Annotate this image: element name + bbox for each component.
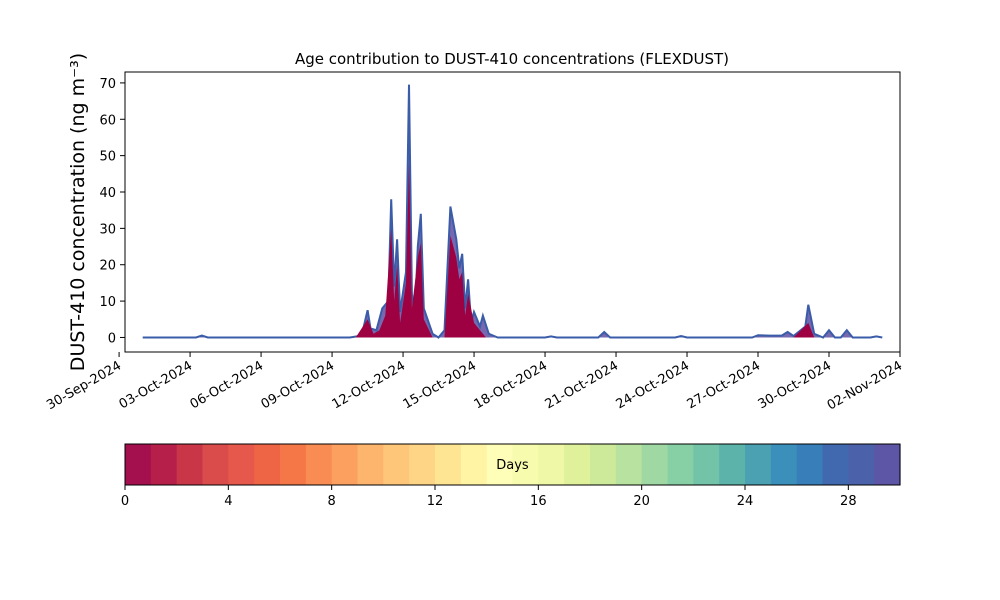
series-line-total: [142, 84, 883, 339]
x-tick-label: 06-Oct-2024: [188, 358, 266, 412]
series-area-age0: [142, 162, 883, 338]
colorbar-tick-label: 28: [840, 494, 857, 509]
colorbar-segment: [125, 444, 152, 485]
colorbar-segment: [538, 444, 565, 485]
x-tick-label: 21-Oct-2024: [543, 358, 621, 412]
x-tick-label: 12-Oct-2024: [330, 358, 408, 412]
colorbar-segment: [848, 444, 875, 485]
colorbar-tick-label: 20: [633, 494, 650, 509]
colorbar-segment: [460, 444, 488, 485]
y-tick-label: 30: [99, 222, 116, 237]
x-tick-label: 03-Oct-2024: [117, 358, 195, 412]
colorbar-segment: [254, 444, 281, 485]
colorbar-segment: [564, 444, 591, 485]
colorbar-segment: [357, 444, 384, 485]
colorbar-segment: [150, 444, 178, 485]
colorbar-tick-label: 24: [737, 494, 754, 509]
y-tick-label: 10: [99, 295, 116, 310]
colorbar-tick-label: 0: [121, 494, 129, 509]
colorbar-segment: [228, 444, 255, 485]
colorbar-segment: [615, 444, 643, 485]
colorbar-segment: [719, 444, 746, 485]
colorbar-segment: [486, 444, 514, 485]
y-tick-label: 40: [99, 186, 116, 201]
colorbar-segment: [667, 444, 694, 485]
colorbar: Days 0 4 8 12 16 20 24 28: [121, 443, 901, 509]
series-area-total: [142, 84, 883, 338]
colorbar-segment: [305, 444, 333, 485]
y-tick-label: 70: [99, 77, 116, 92]
y-tick-label: 0: [108, 331, 116, 346]
y-axis-label: DUST-410 concentration (ng m⁻³): [67, 53, 89, 371]
colorbar-tick-label: 4: [224, 494, 232, 509]
colorbar-frame: [124, 443, 901, 486]
colorbar-tick-label: 16: [530, 494, 547, 509]
x-tick-label: 27-Oct-2024: [685, 358, 763, 412]
colorbar-segment: [435, 444, 462, 485]
plot-area: [124, 71, 901, 353]
x-tick-label: 15-Oct-2024: [401, 358, 479, 412]
x-tick-label: 30-Oct-2024: [756, 358, 834, 412]
colorbar-segment: [822, 444, 849, 485]
y-axis: 0 10 20 30 40 50 60 70: [99, 77, 125, 346]
colorbar-segment: [770, 444, 798, 485]
y-tick-label: 50: [99, 150, 116, 165]
colorbar-segment: [641, 444, 669, 485]
colorbar-segment: [590, 444, 617, 485]
colorbar-tick-label: 8: [328, 494, 336, 509]
colorbar-segment: [280, 444, 307, 485]
colorbar-segment: [693, 444, 720, 485]
x-tick-label: 18-Oct-2024: [472, 358, 550, 412]
chart-title: Age contribution to DUST-410 concentrati…: [295, 50, 729, 68]
x-tick-label: 02-Nov-2024: [825, 358, 905, 413]
colorbar-label: Days: [496, 458, 529, 473]
colorbar-segment: [512, 444, 539, 485]
plot-frame: [124, 71, 901, 353]
colorbar-segment: [409, 444, 436, 485]
colorbar-segment: [796, 444, 824, 485]
x-tick-label: 09-Oct-2024: [259, 358, 337, 412]
colorbar-segment: [383, 444, 410, 485]
colorbar-segment: [202, 444, 229, 485]
x-tick-label: 24-Oct-2024: [614, 358, 692, 412]
colorbar-segment: [176, 444, 204, 485]
colorbar-segment: [331, 444, 359, 485]
y-tick-label: 60: [99, 113, 116, 128]
x-axis: 30-Sep-202403-Oct-202406-Oct-202409-Oct-…: [44, 352, 905, 413]
y-tick-label: 20: [99, 259, 116, 274]
colorbar-tick-label: 12: [427, 494, 444, 509]
colorbar-segment: [745, 444, 772, 485]
colorbar-segment: [874, 444, 901, 485]
